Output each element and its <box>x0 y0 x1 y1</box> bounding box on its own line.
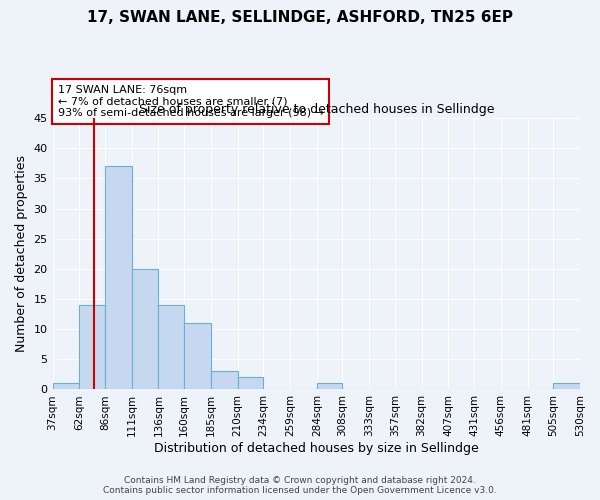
Y-axis label: Number of detached properties: Number of detached properties <box>15 156 28 352</box>
Bar <box>158 305 184 390</box>
Bar <box>53 384 79 390</box>
Title: Size of property relative to detached houses in Sellindge: Size of property relative to detached ho… <box>139 102 494 116</box>
Text: Contains HM Land Registry data © Crown copyright and database right 2024.
Contai: Contains HM Land Registry data © Crown c… <box>103 476 497 495</box>
Bar <box>132 269 158 390</box>
Bar <box>317 384 343 390</box>
Bar <box>553 384 580 390</box>
X-axis label: Distribution of detached houses by size in Sellindge: Distribution of detached houses by size … <box>154 442 479 455</box>
Bar <box>211 372 238 390</box>
Bar <box>79 305 105 390</box>
Bar <box>184 323 211 390</box>
Bar <box>105 166 132 390</box>
Text: 17 SWAN LANE: 76sqm
← 7% of detached houses are smaller (7)
93% of semi-detached: 17 SWAN LANE: 76sqm ← 7% of detached hou… <box>58 85 324 118</box>
Bar <box>238 378 263 390</box>
Text: 17, SWAN LANE, SELLINDGE, ASHFORD, TN25 6EP: 17, SWAN LANE, SELLINDGE, ASHFORD, TN25 … <box>87 10 513 25</box>
